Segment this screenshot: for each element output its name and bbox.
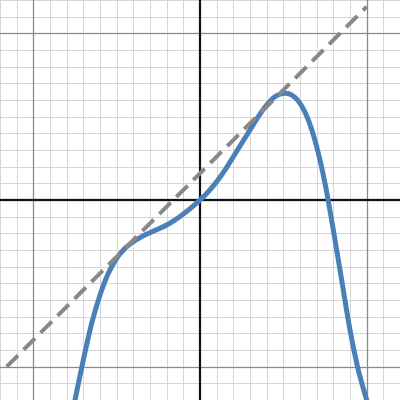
series-group (5, 5, 370, 400)
dashed-line-series (5, 5, 369, 369)
curve-series (72, 90, 370, 400)
